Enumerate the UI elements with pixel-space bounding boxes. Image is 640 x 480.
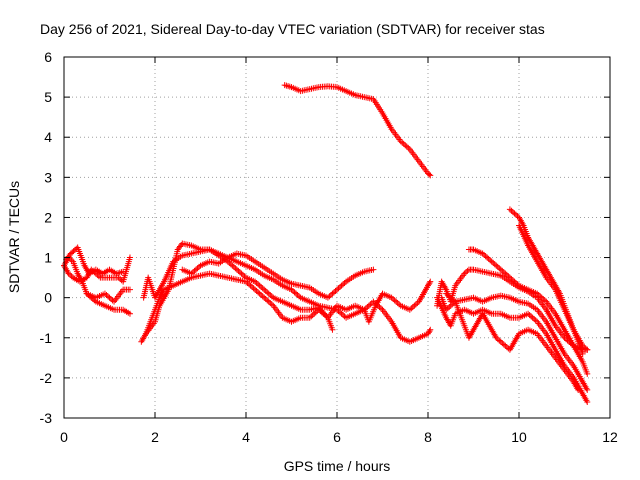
marker-trail xyxy=(179,254,434,325)
y-tick-label: 1 xyxy=(44,250,52,266)
y-tick-label: 4 xyxy=(44,129,52,145)
x-tick-label: 4 xyxy=(242,429,250,445)
y-tick-label: -2 xyxy=(40,370,53,386)
marker-trail xyxy=(281,82,434,179)
y-axis-title: SDTVAR / TECUs xyxy=(6,181,22,293)
data-series xyxy=(61,82,591,405)
grid-lines xyxy=(64,57,610,418)
chart-title: Day 256 of 2021, Sidereal Day-to-day VTE… xyxy=(40,21,545,37)
marker-trail xyxy=(443,290,582,393)
x-tick-label: 10 xyxy=(511,429,527,445)
marker-trail xyxy=(61,254,133,317)
marker-trail xyxy=(83,286,133,305)
series-arc-9 xyxy=(281,82,434,179)
marker-trail xyxy=(516,222,591,353)
series-arc-16 xyxy=(516,222,591,353)
marker-trail xyxy=(465,246,591,377)
y-tick-label: 3 xyxy=(44,169,52,185)
y-tick-label: 0 xyxy=(44,290,52,306)
series-arc-10 xyxy=(434,266,591,353)
series-arc-13 xyxy=(443,290,582,393)
y-tick-label: -1 xyxy=(40,330,53,346)
x-tick-label: 12 xyxy=(602,429,618,445)
series-arc-1 xyxy=(61,254,133,317)
marker-trail xyxy=(63,244,127,277)
series-arc-8 xyxy=(179,254,434,325)
y-tick-label: -3 xyxy=(40,410,53,426)
x-axis-title: GPS time / hours xyxy=(284,458,391,474)
y-tick-label: 2 xyxy=(44,209,52,225)
x-tick-label: 0 xyxy=(60,429,68,445)
y-tick-label: 6 xyxy=(44,49,52,65)
x-tick-label: 8 xyxy=(424,429,432,445)
series-arc-4 xyxy=(83,286,133,305)
x-tick-label: 6 xyxy=(333,429,341,445)
series-arc-3 xyxy=(63,244,127,277)
y-tick-label: 5 xyxy=(44,89,52,105)
series-arc-14 xyxy=(465,246,591,377)
x-tick-label: 2 xyxy=(151,429,159,445)
series-arc-7 xyxy=(142,240,377,337)
marker-trail xyxy=(434,266,591,353)
marker-trail xyxy=(142,240,377,337)
